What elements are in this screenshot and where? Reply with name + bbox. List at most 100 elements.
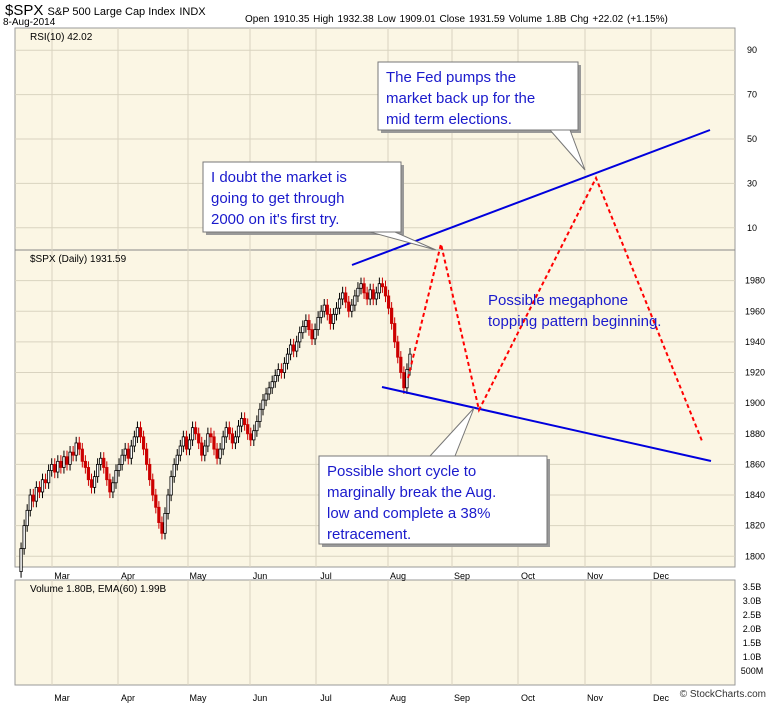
rsi-tick-label: 50 (747, 134, 757, 144)
candle-body (344, 292, 348, 303)
candle-body (405, 369, 409, 389)
candle-body (43, 479, 48, 484)
annotation-text: 2000 on it's first try. (211, 211, 339, 228)
rsi-label: RSI(10) 42.02 (30, 32, 93, 43)
candle-body (319, 310, 323, 318)
candle-body (126, 448, 130, 459)
candle-body (307, 320, 311, 331)
candle-body (285, 353, 290, 364)
candle-body (111, 482, 115, 493)
candle-body (246, 424, 250, 435)
price-tick-label: 1880 (745, 429, 765, 439)
rsi-tick-label: 90 (747, 45, 757, 55)
candle-body (255, 421, 259, 432)
candle-body (77, 442, 81, 450)
candle-body (230, 433, 234, 444)
price-tick-label: 1860 (745, 459, 765, 469)
candle-body (267, 387, 271, 395)
candle-body (96, 463, 100, 478)
candle-body (393, 323, 397, 343)
candle-body (40, 479, 45, 493)
candle-body (47, 470, 51, 484)
candle-body (123, 448, 127, 456)
x-tick-label: Sep (454, 571, 470, 581)
candle-body (368, 289, 372, 300)
price-tick-label: 1800 (745, 551, 765, 561)
candle-body (288, 344, 293, 355)
volume-tick-label: 3.0B (743, 596, 762, 606)
candle-body (298, 332, 302, 343)
candle-body (65, 456, 69, 465)
volume-panel (14, 579, 736, 686)
candle-body (59, 460, 63, 468)
candle-body (408, 353, 412, 370)
callout-box (318, 455, 548, 545)
candle-body (114, 470, 118, 484)
x-tick-label: May (189, 571, 207, 581)
x-tick-label: May (189, 693, 207, 703)
x-tick-label: Dec (653, 693, 670, 703)
x-tick-label: Aug (390, 571, 406, 581)
callout-box (377, 61, 579, 131)
price-tick-label: 1900 (745, 398, 765, 408)
candle-body (22, 525, 26, 550)
candle-body (243, 418, 247, 425)
volume-tick-label: 1.5B (743, 638, 762, 648)
candle-body (341, 292, 345, 300)
candle-body (386, 295, 391, 309)
volume-tick-label: 2.5B (743, 610, 762, 620)
annotation-text: topping pattern beginning. (488, 313, 661, 330)
candle-body (175, 454, 179, 465)
candle-body (353, 295, 357, 306)
price-tick-label: 1940 (745, 337, 765, 347)
candle-body (249, 433, 253, 441)
candle-body (151, 479, 155, 496)
candle-body (252, 430, 256, 441)
candle-body (154, 494, 158, 508)
exchange: INDX (179, 6, 206, 18)
x-tick-label: Oct (521, 571, 536, 581)
x-tick-label: Mar (54, 693, 70, 703)
candle-body (356, 287, 360, 297)
candle-body (301, 326, 305, 334)
candle-body (203, 445, 207, 456)
candle-body (295, 341, 299, 352)
annotation-text: retracement. (327, 526, 411, 543)
candle-body (331, 313, 336, 324)
candle-body (83, 460, 87, 468)
candle-body (145, 448, 149, 465)
candle-body (383, 286, 388, 297)
candle-body (282, 362, 287, 373)
candle-body (224, 427, 228, 438)
chart-date: 8-Aug-2014 (3, 17, 56, 28)
price-tick-label: 1920 (745, 368, 765, 378)
candle-body (350, 304, 354, 312)
candle-body (334, 307, 339, 315)
candle-body (197, 433, 201, 444)
callout-pointer (428, 407, 475, 457)
volume-tick-label: 500M (741, 666, 764, 676)
callout-box (202, 161, 402, 233)
candle-body (218, 448, 222, 459)
rsi-tick-label: 10 (747, 223, 757, 233)
candle-body (402, 372, 406, 389)
candle-body (399, 356, 403, 373)
projected-path (407, 175, 703, 442)
candle-body (89, 479, 94, 488)
candle-body (166, 494, 170, 514)
symbol: $SPX (5, 2, 44, 19)
x-tick-label: Jul (320, 571, 332, 581)
annotation-text: low and complete a 38% (327, 505, 490, 522)
candle-body (328, 313, 332, 324)
candle-body (227, 427, 231, 435)
x-tick-label: Jun (253, 571, 268, 581)
candle-body (160, 522, 164, 534)
candle-body (163, 513, 167, 534)
candle-body (194, 427, 198, 435)
annotation-text: mid term elections. (386, 111, 512, 128)
candle-body (264, 393, 268, 401)
candle-body (37, 486, 42, 493)
candle-body (365, 292, 369, 300)
volume-tick-label: 3.5B (743, 582, 762, 592)
